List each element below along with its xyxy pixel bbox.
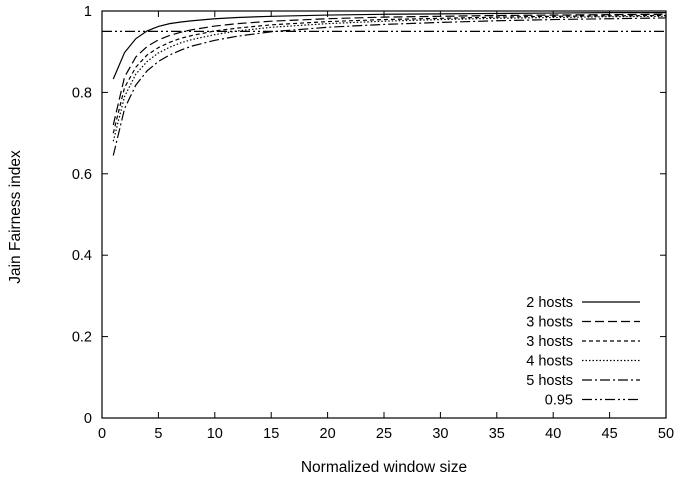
series-line-2 xyxy=(112,13,667,126)
y-tick-label: 0.4 xyxy=(72,248,92,264)
plot-frame xyxy=(101,10,667,419)
y-tick-label: 0 xyxy=(84,411,92,427)
y-tick-label: 0.2 xyxy=(72,330,92,346)
x-tick-label: 45 xyxy=(602,426,618,442)
x-tick-label: 0 xyxy=(98,426,106,442)
y-axis-title: Jain Fairness index xyxy=(7,150,24,284)
y-tick-label: 0.8 xyxy=(72,85,92,101)
x-tick-label: 20 xyxy=(320,426,336,442)
legend-label: 5 hosts xyxy=(526,373,573,389)
series-line-1 xyxy=(112,12,666,80)
x-tick-label: 50 xyxy=(658,426,674,442)
x-tick-label: 35 xyxy=(489,426,505,442)
legend-label: 4 hosts xyxy=(526,354,573,370)
legend-label: 3 hosts xyxy=(526,315,573,331)
x-tick-label: 30 xyxy=(432,426,448,442)
x-tick-label: 10 xyxy=(207,426,223,442)
x-tick-label: 15 xyxy=(263,426,279,442)
y-tick-label: 0.6 xyxy=(72,167,92,183)
x-tick-label: 5 xyxy=(154,426,162,442)
x-tick-label: 25 xyxy=(376,426,392,442)
series-line-4 xyxy=(112,15,667,142)
x-axis-title: Normalized window size xyxy=(301,459,467,476)
x-tick-label: 40 xyxy=(545,426,561,442)
legend-label: 2 hosts xyxy=(526,295,573,311)
legend-label: 0.95 xyxy=(545,393,573,409)
y-tick-label: 1 xyxy=(84,4,92,20)
series-line-5 xyxy=(112,17,667,156)
legend-label: 3 hosts xyxy=(526,334,573,350)
series-line-3 xyxy=(112,14,667,134)
